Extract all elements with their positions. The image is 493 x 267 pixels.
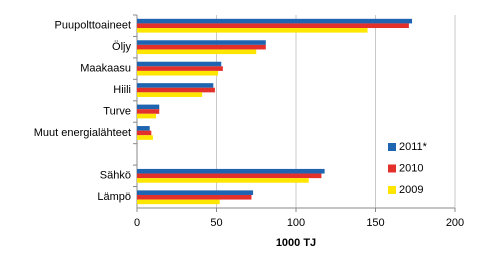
x-tick-label: 100: [287, 217, 305, 229]
x-tick-label: 50: [210, 217, 222, 229]
bar: [137, 194, 252, 200]
y-tick-label: Muut energialähteet: [34, 127, 131, 139]
bar: [137, 199, 220, 205]
bar: [137, 104, 160, 110]
legend-label: 2011*: [399, 141, 428, 153]
legend-label: 2010: [399, 162, 423, 174]
legend-swatch: [388, 164, 396, 173]
bar: [137, 126, 150, 131]
bar: [137, 168, 325, 174]
x-tick-label: 0: [134, 217, 140, 229]
x-axis-label: 1000 TJ: [276, 237, 316, 249]
bar: [137, 66, 223, 71]
bar: [137, 83, 214, 88]
legend-swatch: [388, 186, 396, 194]
bar: [137, 70, 219, 76]
legend-label: 2009: [399, 184, 423, 196]
bar: [137, 109, 160, 114]
bar: [137, 61, 222, 67]
y-tick-label: Öljy: [112, 41, 131, 53]
bar: [137, 173, 322, 179]
y-tick-label: Turve: [103, 105, 131, 117]
bar: [137, 113, 157, 119]
legend-swatch: [388, 143, 396, 151]
bar: [137, 28, 368, 33]
y-tick-label: Sähkö: [100, 170, 131, 182]
y-tick-label: Lämpö: [97, 191, 131, 203]
x-tick-label: 200: [446, 217, 464, 229]
bar: [137, 178, 309, 183]
bar: [137, 44, 266, 50]
y-tick-label: Puupolttoaineet: [55, 20, 131, 32]
bar: [137, 18, 413, 24]
bar: [137, 92, 203, 97]
bar: [137, 135, 153, 140]
x-tick-label: 150: [366, 217, 384, 229]
bar: [137, 130, 152, 136]
bar: [137, 87, 215, 93]
bar: [137, 23, 409, 29]
y-tick-label: Maakaasu: [80, 63, 131, 75]
bar: [137, 190, 254, 195]
bar: [137, 49, 257, 55]
bar: [137, 40, 266, 45]
y-tick-label: Hiili: [113, 84, 131, 96]
